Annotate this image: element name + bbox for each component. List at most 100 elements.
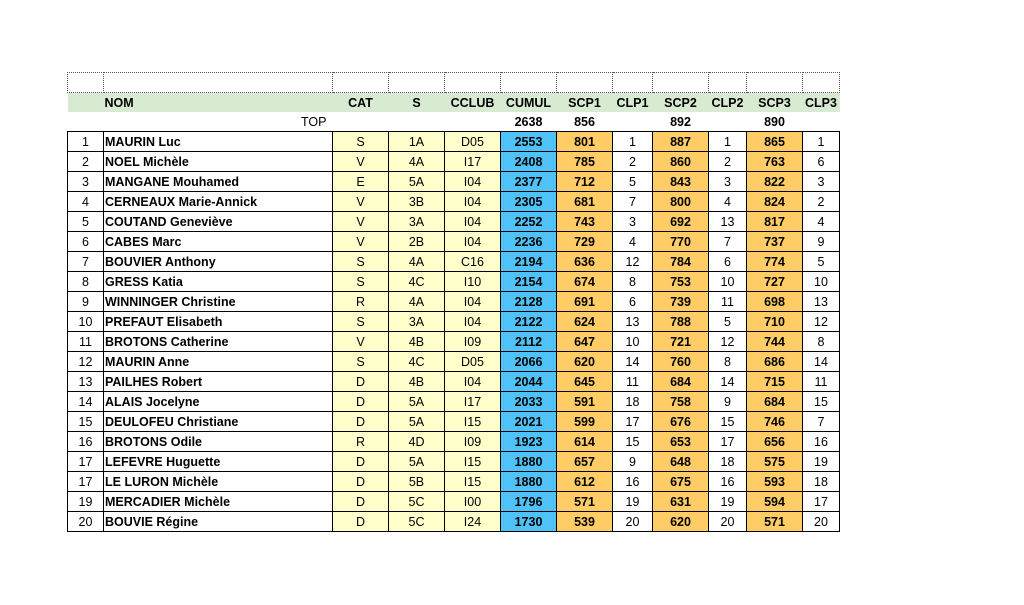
value-cell: 8 bbox=[612, 271, 653, 292]
name-cell: MAURIN Anne bbox=[103, 351, 333, 372]
value-cell: 11 bbox=[708, 291, 747, 312]
value-cell: 10 bbox=[802, 271, 840, 292]
empty-row bbox=[67, 72, 840, 93]
value-cell: 657 bbox=[556, 451, 613, 472]
value-cell: 774 bbox=[746, 251, 803, 272]
value-cell: 763 bbox=[746, 151, 803, 172]
value-cell: 5A bbox=[388, 451, 445, 472]
value-cell: D05 bbox=[444, 351, 501, 372]
value-cell: 1880 bbox=[500, 471, 557, 492]
value-cell: E bbox=[332, 171, 389, 192]
header-cell: CAT bbox=[332, 92, 389, 112]
empty-cell bbox=[613, 112, 653, 132]
value-cell: 19 bbox=[708, 491, 747, 512]
value-cell: 11 bbox=[612, 371, 653, 392]
value-cell: 676 bbox=[652, 411, 709, 432]
value-cell: 4C bbox=[388, 351, 445, 372]
empty-cell bbox=[556, 72, 613, 93]
value-cell: 1 bbox=[67, 131, 104, 152]
value-cell: 17 bbox=[802, 491, 840, 512]
value-cell: 1 bbox=[708, 131, 747, 152]
value-cell: 865 bbox=[746, 131, 803, 152]
value-cell: 692 bbox=[652, 211, 709, 232]
value-cell: D bbox=[332, 511, 389, 532]
value-cell: 17 bbox=[67, 451, 104, 472]
value-cell: D05 bbox=[444, 131, 501, 152]
value-cell: 20 bbox=[802, 511, 840, 532]
value-cell: I04 bbox=[444, 311, 501, 332]
name-cell: BOUVIE Régine bbox=[103, 511, 333, 532]
value-cell: 8 bbox=[708, 351, 747, 372]
value-cell: 14 bbox=[67, 391, 104, 412]
value-cell: 788 bbox=[652, 311, 709, 332]
value-cell: 17 bbox=[708, 431, 747, 452]
value-cell: 10 bbox=[67, 311, 104, 332]
data-row: 5 COUTAND Geneviève V 3A I04 2252 743 3 692 13 817… bbox=[67, 211, 840, 232]
value-cell: 4 bbox=[708, 191, 747, 212]
value-cell: 12 bbox=[67, 351, 104, 372]
value-cell: 5A bbox=[388, 391, 445, 412]
value-cell: V bbox=[332, 331, 389, 352]
table-body: NOM CAT S CCLUB CUMUL SCP1 CLP1 SCP2 CLP2 SCP3 CLP… bbox=[67, 72, 840, 532]
value-cell: 19 bbox=[802, 451, 840, 472]
top-value: 2638 bbox=[514, 114, 543, 129]
data-row: 12 MAURIN Anne S 4C D05 2066 620 14 760 8 686 14 bbox=[67, 351, 840, 372]
data-row: 17 LE LURON Michèle D 5B I15 1880 612 16 675 16 59… bbox=[67, 471, 840, 492]
value-cell: 2122 bbox=[500, 311, 557, 332]
value-cell: 1 bbox=[802, 131, 840, 152]
value-cell: 5 bbox=[67, 211, 104, 232]
value-cell: 2 bbox=[708, 151, 747, 172]
value-cell: 17 bbox=[67, 471, 104, 492]
header-cell: CLP2 bbox=[708, 92, 747, 112]
value-cell: 8 bbox=[802, 331, 840, 352]
value-cell: I15 bbox=[444, 411, 501, 432]
value-cell: 801 bbox=[556, 131, 613, 152]
value-cell: 648 bbox=[652, 451, 709, 472]
value-cell: I15 bbox=[444, 451, 501, 472]
header-cell: CLP1 bbox=[612, 92, 653, 112]
value-cell: 4C bbox=[388, 271, 445, 292]
data-row: 4 CERNEAUX Marie-Annick V 3B I04 2305 681 7 800 4… bbox=[67, 191, 840, 212]
value-cell: 19 bbox=[612, 491, 653, 512]
value-cell: 4 bbox=[612, 231, 653, 252]
value-cell: 739 bbox=[652, 291, 709, 312]
empty-cell bbox=[802, 72, 840, 93]
value-cell: 5 bbox=[612, 171, 653, 192]
value-cell: I09 bbox=[444, 431, 501, 452]
value-cell: 5A bbox=[388, 171, 445, 192]
value-cell: 13 bbox=[67, 371, 104, 392]
value-cell: 800 bbox=[652, 191, 709, 212]
value-cell: 6 bbox=[67, 231, 104, 252]
value-cell: 645 bbox=[556, 371, 613, 392]
empty-cell bbox=[500, 72, 557, 93]
value-cell: 4 bbox=[67, 191, 104, 212]
value-cell: 11 bbox=[67, 331, 104, 352]
value-cell: 3 bbox=[802, 171, 840, 192]
empty-cell bbox=[612, 72, 653, 93]
value-cell: 12 bbox=[802, 311, 840, 332]
data-row: 3 MANGANE Mouhamed E 5A I04 2377 712 5 843 3 822 3 bbox=[67, 171, 840, 192]
name-cell: CERNEAUX Marie-Annick bbox=[103, 191, 333, 212]
data-row: 20 BOUVIE Régine D 5C I24 1730 539 20 620 20 571 20 bbox=[67, 511, 840, 532]
value-cell: 6 bbox=[612, 291, 653, 312]
value-cell: 2066 bbox=[500, 351, 557, 372]
header-cell: SCP2 bbox=[652, 92, 709, 112]
value-cell: I04 bbox=[444, 231, 501, 252]
value-cell: 3 bbox=[612, 211, 653, 232]
value-cell: 620 bbox=[556, 351, 613, 372]
value-cell: V bbox=[332, 151, 389, 172]
value-cell: 620 bbox=[652, 511, 709, 532]
value-cell: 14 bbox=[802, 351, 840, 372]
name-cell: COUTAND Geneviève bbox=[103, 211, 333, 232]
value-cell: 14 bbox=[708, 371, 747, 392]
value-cell: 5B bbox=[388, 471, 445, 492]
value-cell: 5C bbox=[388, 491, 445, 512]
empty-cell bbox=[103, 72, 333, 93]
value-cell: 575 bbox=[746, 451, 803, 472]
value-cell: 860 bbox=[652, 151, 709, 172]
name-cell: WINNINGER Christine bbox=[103, 291, 333, 312]
value-cell: 624 bbox=[556, 311, 613, 332]
value-cell: 3 bbox=[67, 171, 104, 192]
value-cell: I10 bbox=[444, 271, 501, 292]
